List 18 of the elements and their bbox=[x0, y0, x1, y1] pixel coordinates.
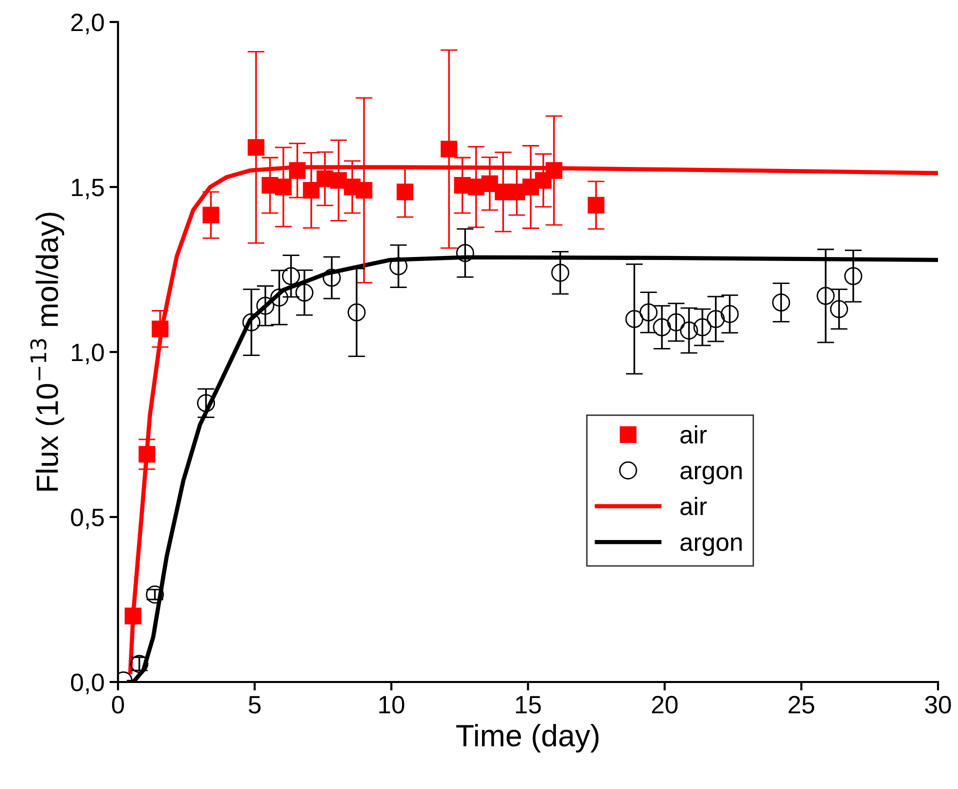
legend-label: argon bbox=[680, 537, 742, 556]
y-tick-label: 1,0 bbox=[72, 344, 104, 364]
x-tick-label: 15 bbox=[516, 696, 541, 714]
x-axis-title: Time (day) bbox=[456, 724, 599, 753]
x-tick-label: 5 bbox=[248, 696, 261, 714]
y-tick-label: 0,0 bbox=[71, 674, 104, 694]
x-tick-label: 25 bbox=[788, 696, 814, 714]
y-tick-label: 0,5 bbox=[71, 508, 104, 530]
x-tick-label: 30 bbox=[925, 696, 951, 714]
legend-label: argon bbox=[680, 466, 742, 484]
x-tick-label: 20 bbox=[652, 696, 678, 714]
y-axis-title: Flux (10$^{−13}$ mol/day) bbox=[30, 212, 64, 491]
x-tick-label: 0 bbox=[112, 696, 124, 714]
y-tick-label: 2,0 bbox=[71, 14, 104, 34]
y-tick-label: 1,5 bbox=[72, 178, 104, 200]
legend-label: air bbox=[680, 496, 707, 516]
legend-label: air bbox=[680, 425, 707, 444]
x-tick-label: 10 bbox=[379, 696, 404, 714]
